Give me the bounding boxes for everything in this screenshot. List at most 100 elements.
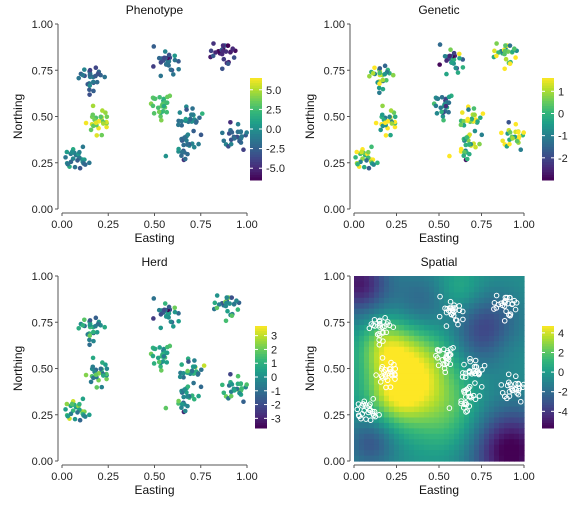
heatmap-cell	[519, 308, 525, 315]
data-point	[355, 161, 360, 167]
data-point	[198, 132, 204, 138]
heatmap-cell	[464, 297, 470, 304]
heatmap-cell	[499, 346, 505, 353]
y-tick-label: 1.00	[32, 271, 53, 283]
colorbar-segment	[542, 88, 554, 92]
heatmap-cell	[449, 292, 455, 299]
heatmap-cell	[369, 439, 375, 446]
data-point	[382, 71, 388, 77]
data-point	[161, 103, 167, 109]
heatmap-cell	[364, 368, 370, 375]
heatmap-cell	[419, 281, 425, 288]
x-axis-label: Easting	[134, 483, 174, 497]
heatmap-cell	[484, 352, 490, 359]
heatmap-cell	[354, 286, 360, 293]
heatmap-cell	[359, 335, 365, 342]
data-point	[380, 103, 385, 109]
data-point	[196, 141, 201, 147]
heatmap-cell	[509, 330, 515, 337]
heatmap-cell	[499, 314, 505, 321]
heatmap-cell	[399, 346, 405, 353]
heatmap-cell	[409, 357, 415, 364]
heatmap-cell	[444, 368, 450, 375]
y-tick-label: 0.75	[32, 317, 53, 329]
heatmap-cell	[479, 281, 485, 288]
heatmap-cell	[389, 352, 395, 359]
heatmap-cell	[439, 373, 445, 380]
heatmap-cell	[444, 292, 450, 299]
heatmap-cell	[404, 412, 410, 419]
heatmap-cell	[439, 297, 445, 304]
heatmap-cell	[379, 292, 385, 299]
heatmap-cell	[399, 292, 405, 299]
data-point	[353, 155, 358, 160]
heatmap-cell	[504, 286, 510, 293]
data-point	[244, 130, 249, 135]
heatmap-cell	[494, 314, 500, 321]
heatmap-cell	[414, 357, 420, 364]
heatmap-cell	[474, 303, 480, 310]
heatmap-cell	[484, 379, 490, 386]
heatmap-cell	[359, 346, 365, 353]
heatmap-cell	[389, 292, 395, 299]
colorbar-segment	[250, 149, 262, 153]
colorbar-segment	[255, 377, 267, 381]
colorbar-segment	[542, 405, 554, 409]
heatmap-cell	[419, 341, 425, 348]
heatmap-cell	[514, 368, 520, 375]
colorbar-segment	[250, 106, 262, 110]
data-point	[168, 67, 174, 73]
heatmap-cell	[419, 346, 425, 353]
data-point	[94, 329, 100, 335]
data-point	[507, 130, 513, 135]
heatmap-cell	[494, 297, 500, 304]
heatmap-cell	[439, 281, 445, 288]
heatmap-cell	[419, 384, 425, 391]
heatmap-cell	[449, 406, 455, 413]
heatmap-cell	[434, 450, 440, 457]
heatmap-cell	[434, 281, 440, 288]
data-point	[63, 155, 68, 160]
colorbar-segment	[542, 146, 554, 150]
heatmap-cell	[439, 422, 445, 429]
heatmap-cell	[474, 406, 480, 413]
data-point	[434, 111, 440, 116]
data-point	[461, 153, 467, 158]
heatmap-cell	[369, 390, 375, 397]
colorbar-segment	[250, 174, 262, 178]
colorbar-tick-label: 3	[271, 331, 277, 343]
heatmap-cell	[419, 444, 425, 451]
x-tick-label: 0.75	[471, 471, 492, 483]
heatmap-cell	[399, 428, 405, 435]
heatmap-cell	[394, 363, 400, 370]
heatmap-cell	[414, 444, 420, 451]
heatmap-cell	[449, 455, 455, 462]
x-axis-label: Easting	[419, 231, 459, 245]
heatmap-cell	[354, 395, 360, 402]
heatmap-cell	[424, 276, 430, 283]
heatmap-cell	[379, 444, 385, 451]
y-tick-label: 0.50	[324, 364, 345, 376]
data-point	[461, 401, 468, 408]
heatmap-cell	[419, 314, 425, 321]
heatmap-cell	[454, 406, 460, 413]
heatmap-cell	[369, 368, 375, 375]
heatmap-cell	[399, 406, 405, 413]
heatmap-cell	[414, 384, 420, 391]
heatmap-cell	[419, 330, 425, 337]
colorbar-segment	[250, 90, 262, 94]
colorbar-tick-label: 4	[558, 328, 564, 340]
heatmap-cell	[384, 384, 390, 391]
heatmap-cell	[414, 433, 420, 440]
heatmap-cell	[469, 428, 475, 435]
heatmap-cell	[479, 433, 485, 440]
heatmap-cell	[519, 390, 525, 397]
heatmap-cell	[519, 357, 525, 364]
heatmap-cell	[409, 455, 415, 462]
heatmap-cell	[519, 412, 525, 419]
data-point	[511, 297, 518, 304]
data-point	[440, 361, 447, 367]
data-point	[447, 361, 454, 368]
data-point	[365, 149, 371, 155]
